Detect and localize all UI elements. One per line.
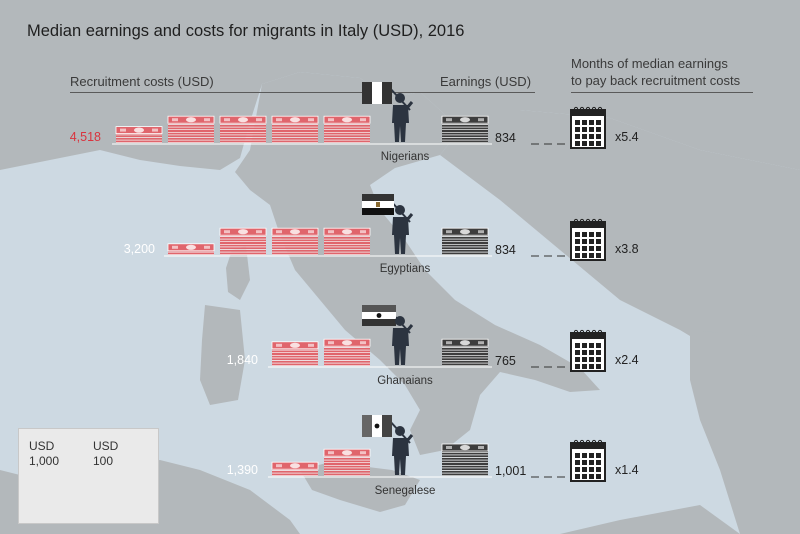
multiplier-label: x2.4 [615,353,639,367]
cost-bill-stack-1000 [219,227,267,255]
earnings-header: Earnings (USD) [440,74,532,89]
earnings-bill-stack [441,338,489,366]
cost-bill-stack-1000 [323,448,371,476]
cost-bill-stack-1000 [271,227,319,255]
months-header-line2: to pay back recruitment costs [571,73,741,88]
migrant-figure-nigerians [362,82,414,142]
header-rule-left [70,92,535,93]
months-header: Months of median earnings to pay back re… [571,55,740,89]
earnings-label: 834 [495,131,516,145]
legend-big-line2: 1,000 [29,454,60,468]
cost-bill-stack-1000 [323,227,371,255]
multiplier-label: x1.4 [615,463,639,477]
migrant-figure-senegalese [362,415,414,475]
cost-bill-stack-partial [115,126,163,143]
migrant-figure-egyptians [362,194,414,254]
earnings-bill-stack [441,443,489,476]
cost-bill-stack-1000 [167,115,215,143]
earnings-bill-stack [441,227,489,255]
cost-bill-stack-1000 [271,115,319,143]
legend-small-label: USD 100 [93,439,118,469]
calendar-icon [570,329,606,372]
chart-title: Median earnings and costs for migrants i… [27,22,465,40]
earnings-label: 765 [495,354,516,368]
earnings-label: 1,001 [495,464,527,478]
migrant-figure-ghanaians [362,305,414,365]
months-header-line1: Months of median earnings [571,56,728,71]
calendar-icon [570,106,606,149]
nationality-label: Ghanaians [377,375,433,387]
cost-label: 3,200 [123,242,155,256]
multiplier-label: x5.4 [615,130,639,144]
cost-bill-stack-1000 [323,115,371,143]
cost-bill-stack-partial [271,341,319,366]
earnings-bill-stack [441,115,489,143]
cost-bill-stack-1000 [323,338,371,366]
legend-big-line1: USD [29,439,55,453]
legend-small-line1: USD [93,439,119,453]
cost-bill-stack-1000 [219,115,267,143]
multiplier-label: x3.8 [615,242,639,256]
calendar-icon [570,218,606,261]
legend-small-line2: 100 [93,454,114,468]
cost-label: 1,390 [226,463,258,477]
recruitment-costs-header: Recruitment costs (USD) [70,74,214,89]
nationality-label: Nigerians [380,151,430,163]
cost-label: 4,518 [69,130,101,144]
cost-bill-stack-partial [271,461,319,476]
earnings-label: 834 [495,243,516,257]
cost-bill-stack-partial [167,243,215,255]
nationality-label: Senegalese [374,485,436,497]
calendar-icon [570,439,606,482]
cost-label: 1,840 [226,353,258,367]
header-rule-right [571,92,753,93]
legend-big-label: USD 1,000 [29,439,59,469]
nationality-label: Egyptians [379,263,431,275]
legend: USD 1,000 USD 100 [18,428,159,524]
